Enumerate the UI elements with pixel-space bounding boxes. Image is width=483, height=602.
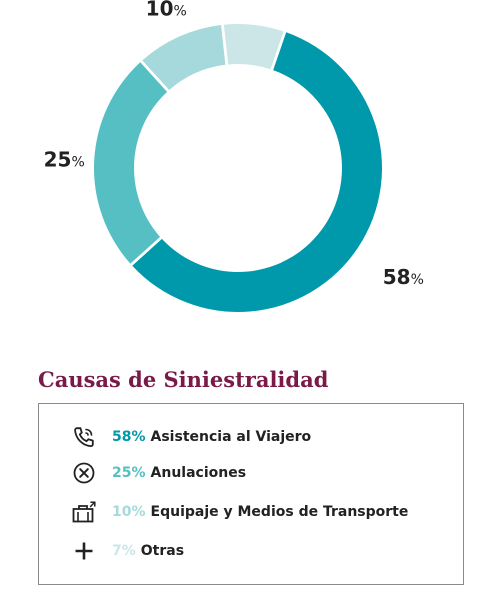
- slice-labels: 58% 25% 10% 7%: [44, 0, 424, 289]
- slice-label-anulaciones: 25%: [44, 148, 85, 172]
- slice-label-asistencia: 58%: [383, 265, 424, 289]
- donut-slices: [93, 23, 382, 312]
- legend-pct: 58%: [112, 429, 146, 445]
- legend-item-anulaciones: 25% Anulaciones: [71, 460, 246, 486]
- legend-label: Otras: [140, 543, 185, 559]
- slice-equipaje: [142, 25, 226, 91]
- legend-label: Anulaciones: [150, 465, 247, 481]
- chart-title: Causas de Siniestralidad: [38, 367, 329, 392]
- plus-icon: [71, 538, 97, 564]
- donut-chart: 58% 25% 10% 7%: [44, 0, 424, 312]
- slice-otras: [223, 23, 284, 70]
- legend-label: Asistencia al Viajero: [150, 429, 312, 445]
- legend: 58% Asistencia al Viajero 25% Anulacione…: [38, 403, 464, 585]
- legend-label: Equipaje y Medios de Transporte: [150, 504, 409, 520]
- cancel-x-icon: [71, 460, 97, 486]
- slice-label-equipaje: 10%: [146, 0, 187, 20]
- luggage-icon: [71, 499, 97, 525]
- legend-item-equipaje: 10% Equipaje y Medios de Transporte: [71, 499, 408, 525]
- legend-pct: 25%: [112, 465, 146, 481]
- phone-icon: [71, 424, 97, 450]
- slice-asistencia: [132, 32, 382, 312]
- legend-item-otras: 7% Otras: [71, 538, 184, 564]
- legend-item-asistencia: 58% Asistencia al Viajero: [71, 424, 311, 450]
- legend-pct: 7%: [112, 543, 136, 559]
- legend-pct: 10%: [112, 504, 146, 520]
- slice-anulaciones: [93, 62, 168, 264]
- slice-label-otras: 7%: [244, 0, 271, 3]
